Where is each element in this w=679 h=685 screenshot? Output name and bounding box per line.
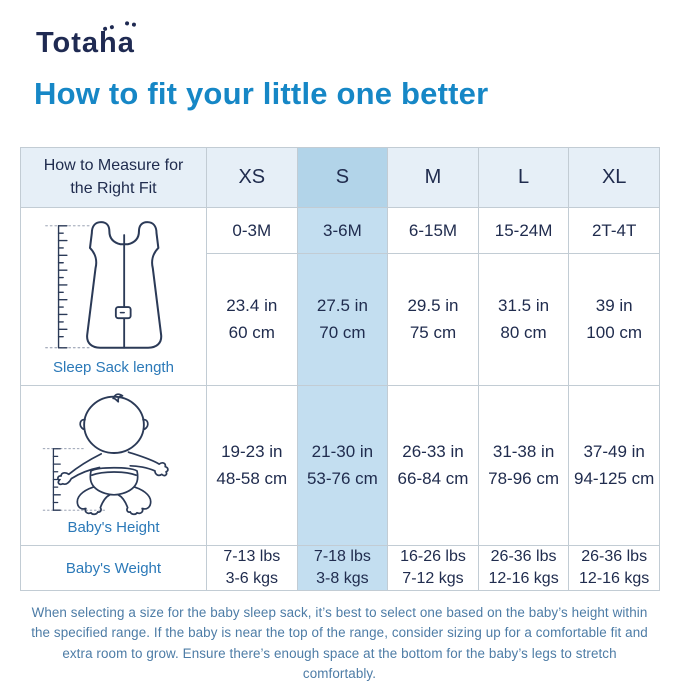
baby-icon — [42, 393, 169, 516]
weight-lbs: 7-18 lbs — [313, 548, 371, 565]
weight-lbs: 26-36 lbs — [581, 548, 648, 565]
height-cm: 66-84 cm — [397, 468, 469, 488]
size-chart-table: How to Measure for the Right Fit XS S M … — [20, 147, 660, 592]
length-in: 27.5 in — [316, 296, 368, 316]
weight-cell: 26-36 lbs 12-16 kgs — [477, 544, 570, 592]
brand-logo: Totaha — [36, 21, 137, 67]
baby-height-row: Baby's Height 19-23 in 48-58 cm 21-30 in… — [20, 385, 660, 546]
weight-cell: 7-13 lbs 3-6 kgs — [206, 544, 298, 592]
brand-logo-text: Totaha — [36, 27, 135, 59]
age-cell: 0-3M — [206, 207, 298, 254]
length-in: 29.5 in — [407, 296, 459, 316]
weight-cell: 16-26 lbs 7-12 kgs — [387, 544, 479, 592]
height-in: 21-30 in — [311, 442, 374, 462]
age-row: Sleep Sack length 0-3M 3-6M 6-15M 15-24M… — [20, 207, 660, 386]
height-in: 19-23 in — [221, 442, 283, 462]
size-header-xl: XL — [568, 147, 660, 208]
baby-illustration-cell: Baby's Height — [20, 385, 207, 546]
age-cell: 3-6M — [296, 207, 389, 254]
size-header-s: S — [296, 147, 389, 208]
length-cm: 60 cm — [228, 322, 275, 342]
age-cell: 6-15M — [387, 207, 479, 254]
age-cell: 15-24M — [477, 207, 570, 254]
height-cm: 53-76 cm — [306, 468, 378, 488]
size-guidance-note: When selecting a size for the baby sleep… — [31, 605, 648, 682]
baby-height-label: Baby's Height — [67, 519, 160, 536]
sleep-sack-length-row: 23.4 in 60 cm 27.5 in 70 cm 29.5 in 75 c… — [21, 253, 660, 386]
sleep-sack-illustration-cell: Sleep Sack length — [20, 207, 207, 386]
weight-cell: 7-18 lbs 3-8 kgs — [296, 544, 389, 592]
length-in: 31.5 in — [498, 296, 550, 316]
weight-cell: 26-36 lbs 12-16 kgs — [568, 544, 660, 592]
sleep-sack-icon — [44, 221, 162, 349]
size-header-l: L — [477, 147, 570, 208]
height-cell: 31-38 in 78-96 cm — [477, 385, 570, 546]
age-cell: 2T-4T — [568, 207, 660, 254]
length-cm: 100 cm — [586, 322, 643, 342]
length-cell: 29.5 in 75 cm — [387, 253, 479, 386]
length-cell: 31.5 in 80 cm — [477, 253, 570, 386]
sleep-sack-length-label: Sleep Sack length — [53, 359, 174, 376]
baby-weight-label: Baby's Weight — [20, 544, 207, 592]
page-title: How to fit your little one better — [34, 76, 489, 111]
height-cm: 78-96 cm — [488, 468, 560, 488]
weight-kgs: 12-16 kgs — [579, 570, 650, 588]
corner-header: How to Measure for the Right Fit — [20, 147, 207, 208]
length-cm: 80 cm — [500, 322, 547, 342]
height-in: 31-38 in — [492, 442, 555, 462]
table-header-row: How to Measure for the Right Fit XS S M … — [20, 147, 660, 208]
length-cm: 75 cm — [409, 322, 457, 342]
length-cell: 39 in 100 cm — [568, 253, 660, 386]
height-cell: 21-30 in 53-76 cm — [296, 385, 389, 546]
height-in: 37-49 in — [583, 442, 645, 462]
length-in: 39 in — [595, 296, 633, 316]
length-cm: 70 cm — [319, 322, 366, 342]
height-cell: 26-33 in 66-84 cm — [387, 385, 479, 546]
height-cm: 48-58 cm — [216, 468, 288, 488]
height-in: 26-33 in — [402, 442, 464, 462]
weight-lbs: 16-26 lbs — [400, 548, 466, 565]
weight-lbs: 26-36 lbs — [490, 548, 557, 565]
height-cm: 94-125 cm — [574, 468, 655, 488]
weight-kgs: 7-12 kgs — [402, 570, 464, 588]
height-cell: 19-23 in 48-58 cm — [206, 385, 298, 546]
height-cell: 37-49 in 94-125 cm — [568, 385, 660, 546]
weight-kgs: 3-6 kgs — [225, 570, 279, 588]
size-header-xs: XS — [206, 147, 298, 208]
weight-lbs: 7-13 lbs — [223, 548, 281, 565]
weight-kgs: 12-16 kgs — [488, 570, 559, 588]
weight-kgs: 3-8 kgs — [316, 570, 369, 588]
baby-weight-row: Baby's Weight 7-13 lbs 3-6 kgs 7-18 lbs … — [20, 544, 660, 592]
length-in: 23.4 in — [226, 296, 278, 316]
length-cell: 27.5 in 70 cm — [296, 253, 389, 386]
length-cell: 23.4 in 60 cm — [206, 253, 298, 386]
corner-header-text: How to Measure for the Right Fit — [43, 157, 184, 197]
size-header-m: M — [387, 147, 479, 208]
